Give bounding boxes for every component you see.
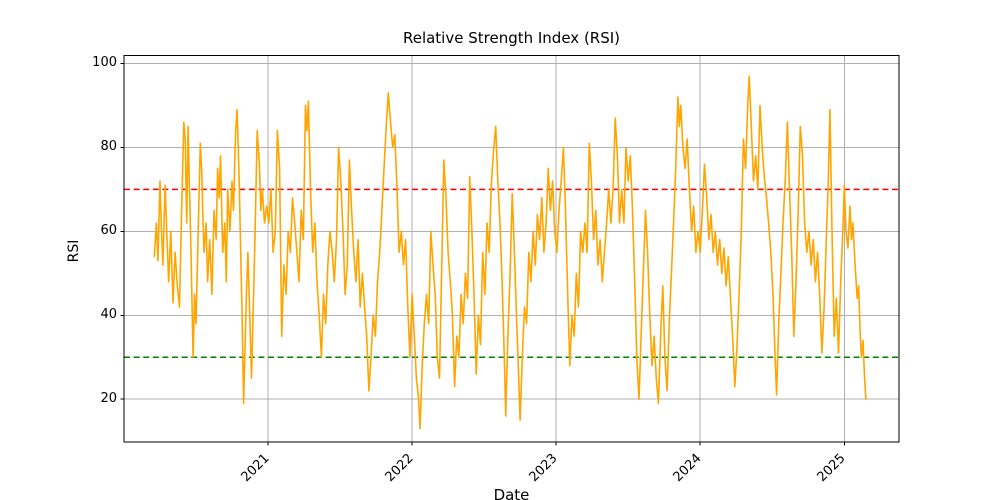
y-axis-label: RSI	[66, 239, 82, 263]
axes-frame	[123, 55, 900, 443]
y-tick-label-80: 80	[100, 139, 117, 155]
y-tick-label-100: 100	[92, 55, 117, 71]
rsi-line	[153, 75, 867, 430]
chart-title: Relative Strength Index (RSI)	[402, 29, 621, 47]
y-tick-label-60: 60	[100, 223, 117, 239]
y-tick-label-40: 40	[100, 307, 117, 323]
y-tick-label-20: 20	[100, 391, 117, 407]
x-axis-label: Date	[493, 486, 530, 500]
